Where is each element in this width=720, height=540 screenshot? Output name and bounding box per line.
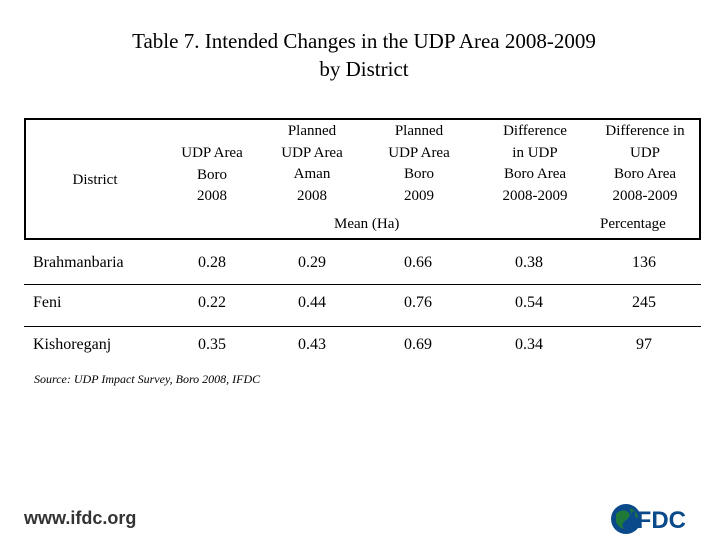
value-cell: 0.66 <box>404 254 432 271</box>
table-row: Kishoreganj 0.35 0.43 0.69 0.34 97 <box>0 336 720 356</box>
header-planned-boro-2009: Planned UDP Area Boro 2009 <box>388 123 450 204</box>
district-cell: Feni <box>33 294 62 311</box>
header-difference-percentage: Difference in UDP Boro Area 2008-2009 <box>605 123 685 204</box>
value-cell: 0.43 <box>298 336 326 353</box>
table-row: Feni 0.22 0.44 0.76 0.54 245 <box>0 294 720 314</box>
value-cell: 97 <box>636 336 652 353</box>
value-cell: 0.44 <box>298 294 326 311</box>
value-cell: 0.54 <box>515 294 543 311</box>
table-row: Brahmanbaria 0.28 0.29 0.66 0.38 136 <box>0 254 720 274</box>
logo-wordmark: IFDC <box>630 507 686 534</box>
value-cell: 0.35 <box>198 336 226 353</box>
value-cell: 0.22 <box>198 294 226 311</box>
value-cell: 0.28 <box>198 254 226 271</box>
value-cell: 0.34 <box>515 336 543 353</box>
row-divider <box>24 326 701 327</box>
unit-percentage-label: Percentage <box>600 216 666 232</box>
value-cell: 0.69 <box>404 336 432 353</box>
title-line-1: Table 7. Intended Changes in the UDP Are… <box>132 29 596 53</box>
source-note: Source: UDP Impact Survey, Boro 2008, IF… <box>34 372 261 386</box>
value-cell: 0.29 <box>298 254 326 271</box>
slide-title: Table 7. Intended Changes in the UDP Are… <box>0 27 720 83</box>
header-udp-area-boro-2008: UDP Area Boro 2008 <box>181 145 243 204</box>
value-cell: 136 <box>632 254 656 271</box>
ifdc-logo: IFDC <box>611 504 686 534</box>
website-link[interactable]: www.ifdc.org <box>24 508 137 528</box>
row-divider <box>24 284 701 285</box>
district-cell: Kishoreganj <box>33 336 112 353</box>
header-difference-mean: Difference in UDP Boro Area 2008-2009 <box>502 123 568 204</box>
title-line-2: by District <box>319 57 409 81</box>
value-cell: 0.76 <box>404 294 432 311</box>
unit-mean-label: Mean (Ha) <box>334 216 400 232</box>
table-header-box <box>24 118 701 240</box>
value-cell: 0.38 <box>515 254 543 271</box>
header-district: District <box>72 172 118 188</box>
value-cell: 245 <box>632 294 656 311</box>
header-planned-aman-2008: Planned UDP Area Aman 2008 <box>281 123 343 204</box>
district-cell: Brahmanbaria <box>33 254 124 271</box>
